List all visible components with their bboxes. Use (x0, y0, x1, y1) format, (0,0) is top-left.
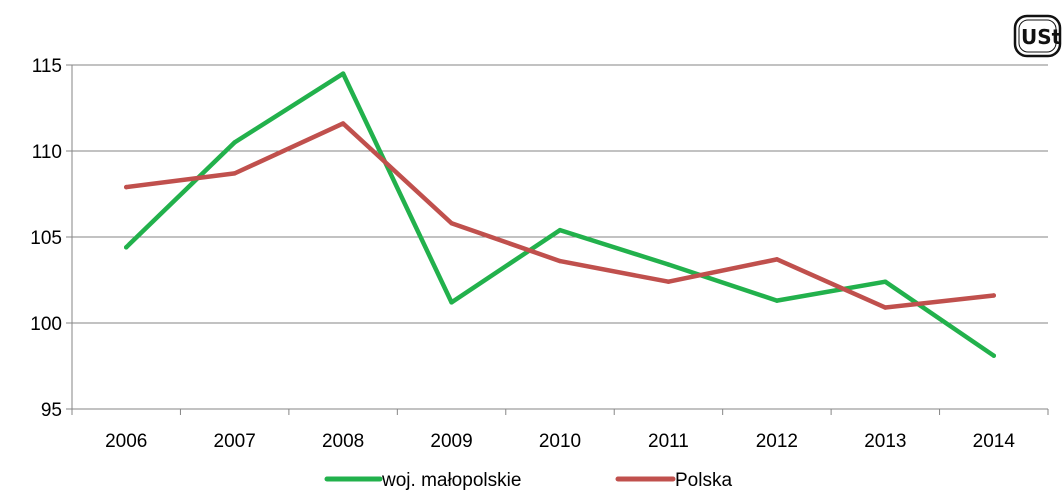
series-lines (123, 71, 997, 358)
x-tick-label: 2013 (864, 431, 906, 452)
x-tick-label: 2010 (539, 431, 581, 452)
series-line-1 (123, 71, 997, 358)
data-point (124, 184, 129, 190)
x-tick-label: 2012 (756, 431, 798, 452)
data-point (666, 279, 671, 284)
data-point (991, 293, 996, 298)
legend: woj. małopolskie Polska (324, 470, 732, 491)
ustat-logo: UStat (1013, 14, 1062, 58)
y-tick-label: 95 (41, 400, 62, 421)
y-tick-label: 110 (32, 142, 62, 163)
data-point (232, 140, 237, 145)
y-tick-label: 115 (32, 56, 62, 77)
x-tick-label: 2008 (322, 431, 364, 452)
data-point (340, 121, 346, 126)
gridlines (72, 64, 1048, 324)
data-point (124, 245, 129, 250)
x-tick-label: 2006 (105, 431, 147, 452)
x-tick-label: 2009 (430, 431, 472, 452)
ustat-logo-text: UStat (1021, 25, 1062, 49)
data-point (557, 258, 563, 264)
data-point (666, 262, 671, 267)
data-point (232, 171, 237, 176)
data-point (774, 298, 780, 303)
legend-label-1: woj. małopolskie (381, 470, 521, 491)
data-point (774, 257, 780, 262)
data-point (883, 279, 888, 284)
legend-label-2: Polska (675, 470, 732, 491)
y-tick-label: 100 (30, 314, 62, 335)
y-tick-label: 105 (30, 228, 62, 249)
data-point (557, 227, 563, 233)
data-point (340, 71, 346, 76)
data-point (991, 353, 996, 358)
x-tick-label: 2007 (214, 431, 256, 452)
data-point (449, 221, 454, 226)
x-tick-label: 2014 (973, 431, 1016, 452)
data-point (449, 300, 454, 305)
data-point (883, 305, 888, 310)
x-axis-ticks: 2006 2007 2008 2009 2010 2011 2012 2013 2014 (71, 409, 1049, 452)
x-tick-label: 2011 (648, 431, 689, 452)
y-axis-ticks: 95 100 105 110 115 (30, 56, 72, 421)
